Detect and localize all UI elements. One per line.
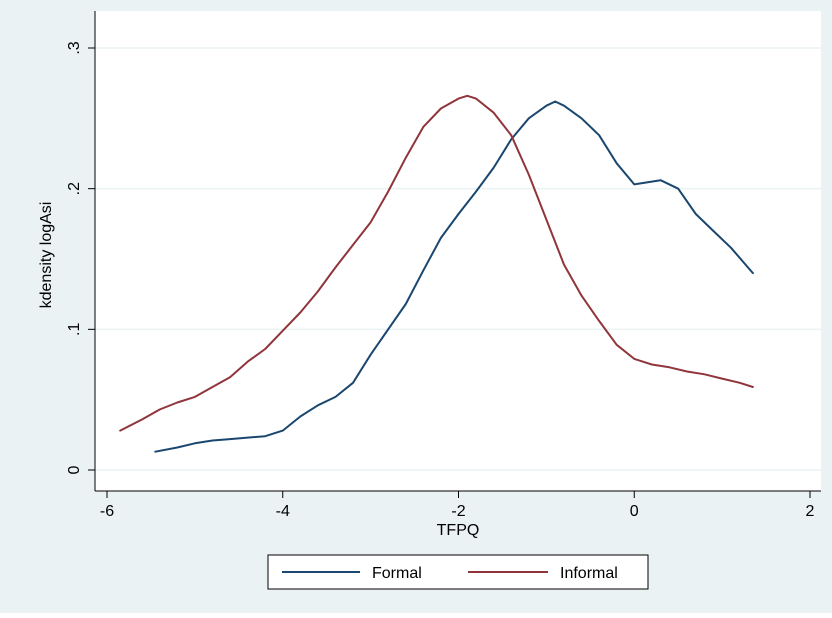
y-tick-label-2: .2 [66, 182, 83, 195]
x-axis-label: TFPQ [437, 522, 480, 539]
gridlines [95, 47, 821, 471]
y-tick-label-3: .3 [66, 41, 83, 54]
axes: -6 -4 -2 0 2 0 .1 .2 .3 [66, 11, 821, 520]
x-tick-label-2: -2 [451, 503, 465, 520]
plot-area [95, 11, 821, 491]
legend-label-formal: Formal [372, 565, 422, 582]
legend: Formal Informal [267, 554, 649, 590]
y-tick-label-1: .1 [66, 323, 83, 336]
x-tick-label-0: -6 [100, 503, 114, 520]
series-line-formal [154, 100, 754, 453]
y-tick-label-0: 0 [66, 465, 83, 474]
legend-label-informal: Informal [560, 565, 618, 582]
series-line-informal [119, 94, 754, 432]
x-tick-label-3: 0 [630, 503, 639, 520]
series-lines [119, 94, 754, 453]
x-tick-label-1: -4 [276, 503, 290, 520]
x-tick-label-4: 2 [806, 503, 815, 520]
y-axis-label: kdensity logAsi [38, 202, 55, 309]
